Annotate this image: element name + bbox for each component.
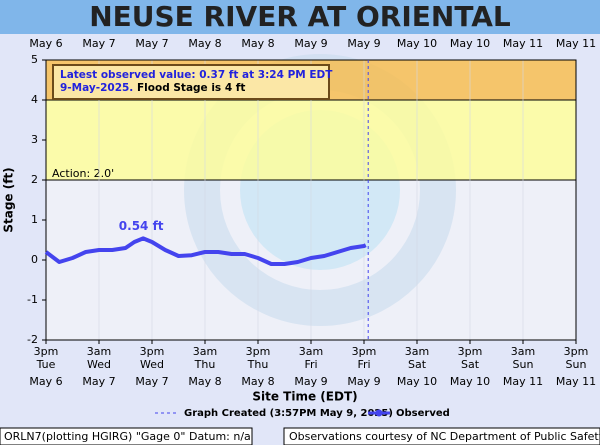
y-tick-label: 5 xyxy=(31,53,38,66)
legend-label: Observed xyxy=(396,408,450,419)
y-tick-label: 0 xyxy=(31,253,38,266)
bottom-date: May 7 xyxy=(135,375,168,388)
bottom-date: May 11 xyxy=(556,375,596,388)
x-tick-label: 3am xyxy=(87,345,111,358)
bottom-date: May 6 xyxy=(29,375,62,388)
top-date: May 6 xyxy=(29,37,62,50)
x-tick-day: Fri xyxy=(304,358,317,371)
footer-right-box xyxy=(283,427,600,445)
top-date: May 11 xyxy=(503,37,543,50)
x-tick-label: 3am xyxy=(299,345,323,358)
info-box xyxy=(52,64,330,100)
x-tick-day: Fri xyxy=(357,358,370,371)
x-tick-label: 3pm xyxy=(352,345,377,358)
top-date: May 9 xyxy=(294,37,327,50)
bottom-date: May 10 xyxy=(450,375,490,388)
x-tick-label: 3pm xyxy=(246,345,271,358)
legend-created: Graph Created (3:57PM May 9, 2025) xyxy=(184,408,393,419)
stage-label: Action: 2.0' xyxy=(52,167,114,180)
footer-left: ORLN7(plotting HGIRG) "Gage 0" Datum: n/… xyxy=(4,430,251,443)
top-date: May 9 xyxy=(347,37,380,50)
x-tick-label: 3am xyxy=(405,345,429,358)
bottom-date: May 10 xyxy=(397,375,437,388)
bottom-date: May 9 xyxy=(347,375,380,388)
top-date: May 7 xyxy=(135,37,168,50)
info-date: 9-May-2025. xyxy=(60,82,133,94)
x-tick-label: 3am xyxy=(193,345,217,358)
x-tick-label: 3pm xyxy=(34,345,59,358)
x-tick-day: Sun xyxy=(566,358,587,371)
info-line: Latest observed value: 0.37 ft at 3:24 P… xyxy=(60,69,333,81)
y-tick-label: 4 xyxy=(31,93,38,106)
x-tick-day: Sat xyxy=(461,358,480,371)
x-tick-label: 3pm xyxy=(564,345,589,358)
top-date: May 10 xyxy=(397,37,437,50)
series-line xyxy=(44,236,367,266)
x-tick-day: Wed xyxy=(140,358,164,371)
top-date: May 10 xyxy=(450,37,490,50)
x-tick-day: Sat xyxy=(408,358,427,371)
top-date: May 8 xyxy=(241,37,274,50)
x-tick-day: Thu xyxy=(247,358,269,371)
footer-left-box xyxy=(0,427,253,445)
bottom-date: May 8 xyxy=(188,375,221,388)
top-date: May 11 xyxy=(556,37,596,50)
chart-title: NEUSE RIVER AT ORIENTAL xyxy=(89,0,511,33)
y-tick-label: -2 xyxy=(27,333,38,346)
title-bar xyxy=(0,0,600,34)
peak-label: 0.54 ft xyxy=(119,219,164,233)
x-tick-label: 3pm xyxy=(458,345,483,358)
x-tick-label: 3am xyxy=(511,345,535,358)
y-axis-label: Stage (ft) xyxy=(2,167,16,232)
top-date: May 7 xyxy=(82,37,115,50)
x-tick-day: Thu xyxy=(194,358,216,371)
bottom-date: May 8 xyxy=(241,375,274,388)
footer-right: Observations courtesy of NC Department o… xyxy=(289,430,600,443)
y-tick-label: 3 xyxy=(31,133,38,146)
x-axis-label: Site Time (EDT) xyxy=(252,390,357,404)
plot-frame xyxy=(45,59,577,341)
top-date: May 8 xyxy=(188,37,221,50)
x-tick-label: 3pm xyxy=(140,345,165,358)
bottom-date: May 9 xyxy=(294,375,327,388)
bottom-date: May 11 xyxy=(503,375,543,388)
x-tick-day: Wed xyxy=(87,358,111,371)
y-tick-label: 1 xyxy=(31,213,38,226)
x-tick-day: Sun xyxy=(513,358,534,371)
info-flood: Flood Stage is 4 ft xyxy=(137,82,245,94)
x-tick-day: Tue xyxy=(36,358,56,371)
y-tick-label: 2 xyxy=(31,173,38,186)
y-tick-label: -1 xyxy=(27,293,38,306)
bottom-date: May 7 xyxy=(82,375,115,388)
legend-dot xyxy=(375,409,383,417)
